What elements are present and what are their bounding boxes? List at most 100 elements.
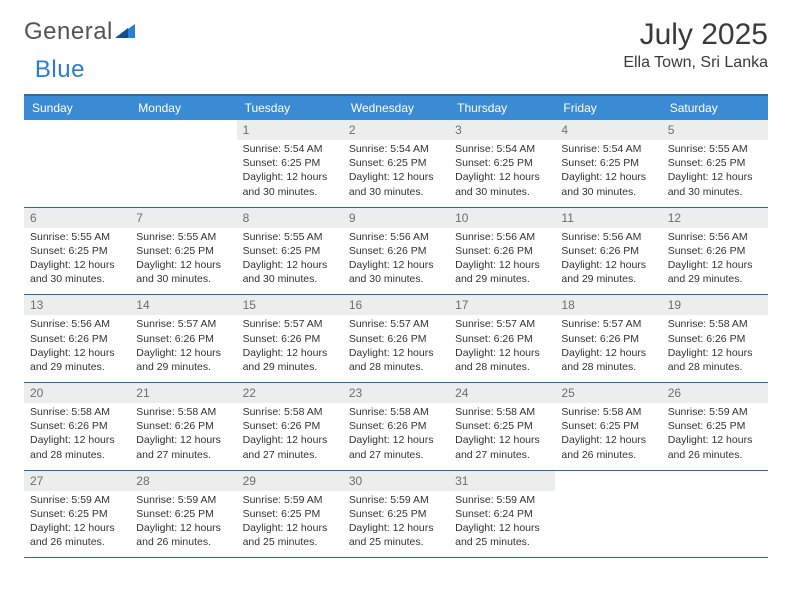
day-details: Sunrise: 5:59 AMSunset: 6:25 PMDaylight:… bbox=[130, 491, 236, 558]
calendar-day-cell: 5Sunrise: 5:55 AMSunset: 6:25 PMDaylight… bbox=[662, 120, 768, 207]
day-number: 3 bbox=[449, 120, 555, 140]
calendar-empty-cell bbox=[662, 470, 768, 558]
day-details: Sunrise: 5:58 AMSunset: 6:26 PMDaylight:… bbox=[662, 315, 768, 382]
month-title: July 2025 bbox=[623, 18, 768, 52]
day-details: Sunrise: 5:54 AMSunset: 6:25 PMDaylight:… bbox=[237, 140, 343, 207]
calendar-day-cell: 20Sunrise: 5:58 AMSunset: 6:26 PMDayligh… bbox=[24, 383, 130, 471]
logo-word-blue: Blue bbox=[35, 56, 85, 84]
logo-word-general: General bbox=[24, 18, 113, 46]
day-number: 21 bbox=[130, 383, 236, 403]
calendar-day-cell: 16Sunrise: 5:57 AMSunset: 6:26 PMDayligh… bbox=[343, 295, 449, 383]
day-number: 14 bbox=[130, 295, 236, 315]
day-number: 15 bbox=[237, 295, 343, 315]
calendar-day-cell: 1Sunrise: 5:54 AMSunset: 6:25 PMDaylight… bbox=[237, 120, 343, 207]
calendar-day-cell: 19Sunrise: 5:58 AMSunset: 6:26 PMDayligh… bbox=[662, 295, 768, 383]
day-number: 1 bbox=[237, 120, 343, 140]
day-details: Sunrise: 5:54 AMSunset: 6:25 PMDaylight:… bbox=[343, 140, 449, 207]
day-number: 18 bbox=[555, 295, 661, 315]
calendar-day-cell: 23Sunrise: 5:58 AMSunset: 6:26 PMDayligh… bbox=[343, 383, 449, 471]
calendar-day-cell: 10Sunrise: 5:56 AMSunset: 6:26 PMDayligh… bbox=[449, 207, 555, 295]
day-details: Sunrise: 5:57 AMSunset: 6:26 PMDaylight:… bbox=[343, 315, 449, 382]
day-details: Sunrise: 5:58 AMSunset: 6:26 PMDaylight:… bbox=[130, 403, 236, 470]
day-number: 29 bbox=[237, 471, 343, 491]
day-details: Sunrise: 5:58 AMSunset: 6:25 PMDaylight:… bbox=[449, 403, 555, 470]
calendar-empty-cell bbox=[130, 120, 236, 207]
day-number: 28 bbox=[130, 471, 236, 491]
calendar-empty-cell bbox=[555, 470, 661, 558]
logo-sail-icon bbox=[115, 22, 137, 40]
brand-logo: General bbox=[24, 18, 137, 46]
calendar-day-cell: 21Sunrise: 5:58 AMSunset: 6:26 PMDayligh… bbox=[130, 383, 236, 471]
day-details: Sunrise: 5:59 AMSunset: 6:25 PMDaylight:… bbox=[237, 491, 343, 558]
calendar-week-row: 27Sunrise: 5:59 AMSunset: 6:25 PMDayligh… bbox=[24, 470, 768, 558]
day-details: Sunrise: 5:58 AMSunset: 6:26 PMDaylight:… bbox=[24, 403, 130, 470]
calendar-body: 1Sunrise: 5:54 AMSunset: 6:25 PMDaylight… bbox=[24, 120, 768, 558]
day-details: Sunrise: 5:56 AMSunset: 6:26 PMDaylight:… bbox=[662, 228, 768, 295]
day-details: Sunrise: 5:55 AMSunset: 6:25 PMDaylight:… bbox=[662, 140, 768, 207]
weekday-header: Wednesday bbox=[343, 95, 449, 120]
calendar-day-cell: 27Sunrise: 5:59 AMSunset: 6:25 PMDayligh… bbox=[24, 470, 130, 558]
day-number: 17 bbox=[449, 295, 555, 315]
day-number: 11 bbox=[555, 208, 661, 228]
day-number: 23 bbox=[343, 383, 449, 403]
day-details: Sunrise: 5:54 AMSunset: 6:25 PMDaylight:… bbox=[449, 140, 555, 207]
day-details: Sunrise: 5:56 AMSunset: 6:26 PMDaylight:… bbox=[343, 228, 449, 295]
day-details: Sunrise: 5:56 AMSunset: 6:26 PMDaylight:… bbox=[449, 228, 555, 295]
calendar-day-cell: 17Sunrise: 5:57 AMSunset: 6:26 PMDayligh… bbox=[449, 295, 555, 383]
day-details: Sunrise: 5:55 AMSunset: 6:25 PMDaylight:… bbox=[130, 228, 236, 295]
weekday-header: Tuesday bbox=[237, 95, 343, 120]
calendar-day-cell: 31Sunrise: 5:59 AMSunset: 6:24 PMDayligh… bbox=[449, 470, 555, 558]
day-number: 10 bbox=[449, 208, 555, 228]
calendar-day-cell: 8Sunrise: 5:55 AMSunset: 6:25 PMDaylight… bbox=[237, 207, 343, 295]
calendar-day-cell: 9Sunrise: 5:56 AMSunset: 6:26 PMDaylight… bbox=[343, 207, 449, 295]
day-details: Sunrise: 5:59 AMSunset: 6:24 PMDaylight:… bbox=[449, 491, 555, 558]
day-number: 8 bbox=[237, 208, 343, 228]
day-details: Sunrise: 5:55 AMSunset: 6:25 PMDaylight:… bbox=[237, 228, 343, 295]
day-number: 25 bbox=[555, 383, 661, 403]
calendar-week-row: 20Sunrise: 5:58 AMSunset: 6:26 PMDayligh… bbox=[24, 383, 768, 471]
day-number: 22 bbox=[237, 383, 343, 403]
calendar-day-cell: 15Sunrise: 5:57 AMSunset: 6:26 PMDayligh… bbox=[237, 295, 343, 383]
day-details: Sunrise: 5:56 AMSunset: 6:26 PMDaylight:… bbox=[24, 315, 130, 382]
day-details: Sunrise: 5:58 AMSunset: 6:26 PMDaylight:… bbox=[343, 403, 449, 470]
day-details: Sunrise: 5:58 AMSunset: 6:26 PMDaylight:… bbox=[237, 403, 343, 470]
calendar-day-cell: 3Sunrise: 5:54 AMSunset: 6:25 PMDaylight… bbox=[449, 120, 555, 207]
day-number: 20 bbox=[24, 383, 130, 403]
day-number: 24 bbox=[449, 383, 555, 403]
calendar-day-cell: 26Sunrise: 5:59 AMSunset: 6:25 PMDayligh… bbox=[662, 383, 768, 471]
calendar-day-cell: 7Sunrise: 5:55 AMSunset: 6:25 PMDaylight… bbox=[130, 207, 236, 295]
day-details: Sunrise: 5:55 AMSunset: 6:25 PMDaylight:… bbox=[24, 228, 130, 295]
day-details: Sunrise: 5:59 AMSunset: 6:25 PMDaylight:… bbox=[343, 491, 449, 558]
day-details: Sunrise: 5:58 AMSunset: 6:25 PMDaylight:… bbox=[555, 403, 661, 470]
day-number: 16 bbox=[343, 295, 449, 315]
calendar-week-row: 6Sunrise: 5:55 AMSunset: 6:25 PMDaylight… bbox=[24, 207, 768, 295]
location-text: Ella Town, Sri Lanka bbox=[623, 54, 768, 72]
weekday-header: Thursday bbox=[449, 95, 555, 120]
calendar-week-row: 13Sunrise: 5:56 AMSunset: 6:26 PMDayligh… bbox=[24, 295, 768, 383]
weekday-header: Monday bbox=[130, 95, 236, 120]
calendar-day-cell: 30Sunrise: 5:59 AMSunset: 6:25 PMDayligh… bbox=[343, 470, 449, 558]
calendar-day-cell: 6Sunrise: 5:55 AMSunset: 6:25 PMDaylight… bbox=[24, 207, 130, 295]
day-details: Sunrise: 5:59 AMSunset: 6:25 PMDaylight:… bbox=[24, 491, 130, 558]
day-number: 2 bbox=[343, 120, 449, 140]
weekday-header: Saturday bbox=[662, 95, 768, 120]
day-number: 27 bbox=[24, 471, 130, 491]
day-number: 12 bbox=[662, 208, 768, 228]
calendar-day-cell: 25Sunrise: 5:58 AMSunset: 6:25 PMDayligh… bbox=[555, 383, 661, 471]
calendar-day-cell: 12Sunrise: 5:56 AMSunset: 6:26 PMDayligh… bbox=[662, 207, 768, 295]
day-number: 13 bbox=[24, 295, 130, 315]
day-details: Sunrise: 5:57 AMSunset: 6:26 PMDaylight:… bbox=[130, 315, 236, 382]
day-number: 26 bbox=[662, 383, 768, 403]
calendar-day-cell: 28Sunrise: 5:59 AMSunset: 6:25 PMDayligh… bbox=[130, 470, 236, 558]
day-details: Sunrise: 5:59 AMSunset: 6:25 PMDaylight:… bbox=[662, 403, 768, 470]
weekday-header-row: SundayMondayTuesdayWednesdayThursdayFrid… bbox=[24, 95, 768, 120]
calendar-day-cell: 29Sunrise: 5:59 AMSunset: 6:25 PMDayligh… bbox=[237, 470, 343, 558]
title-block: July 2025 Ella Town, Sri Lanka bbox=[623, 18, 768, 72]
weekday-header: Friday bbox=[555, 95, 661, 120]
day-number: 5 bbox=[662, 120, 768, 140]
day-number: 19 bbox=[662, 295, 768, 315]
day-details: Sunrise: 5:57 AMSunset: 6:26 PMDaylight:… bbox=[555, 315, 661, 382]
calendar-day-cell: 11Sunrise: 5:56 AMSunset: 6:26 PMDayligh… bbox=[555, 207, 661, 295]
day-details: Sunrise: 5:57 AMSunset: 6:26 PMDaylight:… bbox=[237, 315, 343, 382]
day-number: 9 bbox=[343, 208, 449, 228]
